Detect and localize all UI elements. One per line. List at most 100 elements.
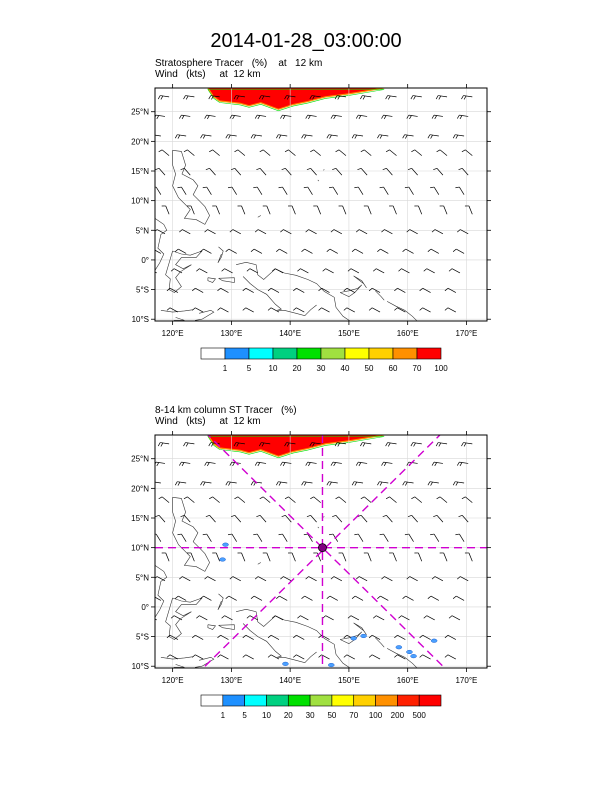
wind-barb: [237, 149, 246, 156]
wind-barb-flag: [253, 481, 257, 486]
wind-barb: [202, 481, 212, 484]
wind-barb-flag: [382, 168, 387, 171]
wind-barb: [321, 654, 330, 660]
wind-barb: [199, 268, 208, 274]
wind-barb: [346, 307, 355, 313]
wind-barb: [434, 576, 444, 582]
wind-barb-flag: [286, 442, 290, 447]
wind-barb: [279, 595, 288, 601]
wind-barb: [433, 186, 440, 195]
wind-barb-flag: [455, 134, 459, 139]
wind-barb-flag: [250, 134, 254, 139]
wind-barb: [165, 205, 170, 215]
wind-barb: [282, 533, 288, 542]
wind-barb: [304, 595, 313, 601]
wind-barb-flag: [284, 496, 289, 500]
wind-barb: [405, 595, 414, 601]
wind-barb-flag: [435, 95, 439, 100]
wind-barb-flag: [204, 114, 207, 119]
wind-barb: [249, 268, 258, 274]
wind-barb-flag: [146, 269, 149, 272]
colorbar-box: [266, 694, 289, 707]
wind-barb-flag: [208, 442, 212, 447]
wind-barb-flag: [225, 481, 229, 486]
wind-barb-flag: [459, 115, 463, 120]
wind-barb-flag: [156, 462, 160, 467]
wind-barb: [384, 229, 393, 235]
colorbar-label: 40: [341, 364, 350, 373]
wind-barb: [408, 461, 418, 464]
wind-barb-flag: [354, 481, 358, 486]
coastline: [155, 218, 168, 284]
wind-barb: [303, 481, 313, 484]
wind-barb: [438, 95, 448, 98]
coastline: [218, 277, 235, 283]
wind-barb-flag: [318, 634, 322, 639]
colorbar-box: [200, 694, 224, 707]
wind-barb-flag: [155, 168, 160, 171]
wind-barb: [210, 95, 220, 98]
wind-barb-flag: [351, 134, 355, 139]
coastline: [217, 593, 224, 611]
wind-barb-flag: [225, 134, 229, 139]
wind-barb-flag: [157, 95, 161, 100]
x-tick-label: 120°E: [162, 329, 184, 338]
wind-barb-flag: [444, 654, 449, 658]
wind-barb: [212, 149, 220, 156]
wind-barb-flag: [293, 654, 297, 658]
coastline: [339, 631, 363, 645]
wind-barb-flag: [431, 576, 436, 580]
wind-barb-flag: [217, 307, 221, 311]
wind-barb-flag: [337, 95, 341, 100]
wind-barb-flag: [379, 533, 384, 536]
wind-barb: [386, 168, 393, 176]
wind-barb: [436, 515, 444, 523]
wind-barb-flag: [286, 95, 290, 100]
y-tick-label: 10°S: [132, 662, 149, 671]
y-tick-label: 5°N: [136, 573, 150, 582]
wind-barb-flag: [281, 168, 286, 171]
wind-barb-flag: [360, 95, 363, 100]
wind-barb-flag: [276, 248, 280, 252]
wind-barb-flag: [455, 186, 460, 189]
wind-barb: [245, 654, 254, 660]
wind-barb: [259, 515, 267, 523]
wind-barb-flag: [413, 95, 416, 100]
wind-barb-flag: [192, 654, 196, 658]
tracer-patch: [410, 654, 417, 659]
wind-barb-flag: [430, 481, 433, 486]
wind-barb-flag: [166, 287, 171, 292]
x-tick-label: 130°E: [220, 329, 242, 338]
coastline: [242, 623, 317, 664]
wind-barb-flag: [229, 461, 233, 466]
wind-barb: [332, 114, 342, 117]
panel2-title-line1: 8-14 km column ST Tracer (%): [155, 405, 297, 416]
wind-barb: [342, 205, 347, 215]
colorbar-box: [248, 347, 274, 360]
colorbar-box: [200, 347, 226, 360]
wind-barb: [181, 533, 187, 542]
wind-barb-flag: [330, 461, 334, 466]
wind-barb-flag: [402, 481, 405, 486]
wind-barb: [278, 481, 288, 484]
x-tick-label: 170°E: [455, 676, 477, 685]
wind-barb: [206, 114, 216, 117]
coastline: [257, 562, 261, 565]
wind-barb-flag: [407, 515, 412, 518]
wind-barb: [364, 149, 372, 156]
wind-barb-flag: [423, 268, 428, 272]
wind-barb-flag: [427, 248, 432, 252]
wind-barb-flag: [228, 134, 231, 139]
coastline: [173, 317, 185, 321]
wind-barb: [468, 552, 473, 562]
wind-barb: [443, 205, 448, 215]
colorbar-label: 60: [389, 364, 398, 373]
wind-barb: [304, 248, 313, 254]
wind-barb: [270, 287, 280, 293]
wind-barb-flag: [419, 634, 423, 639]
wind-barb: [177, 481, 187, 484]
wind-barb-flag: [362, 95, 366, 100]
wind-barb: [296, 634, 305, 640]
wind-barb: [429, 134, 439, 137]
colorbar-label: 1: [221, 711, 226, 720]
